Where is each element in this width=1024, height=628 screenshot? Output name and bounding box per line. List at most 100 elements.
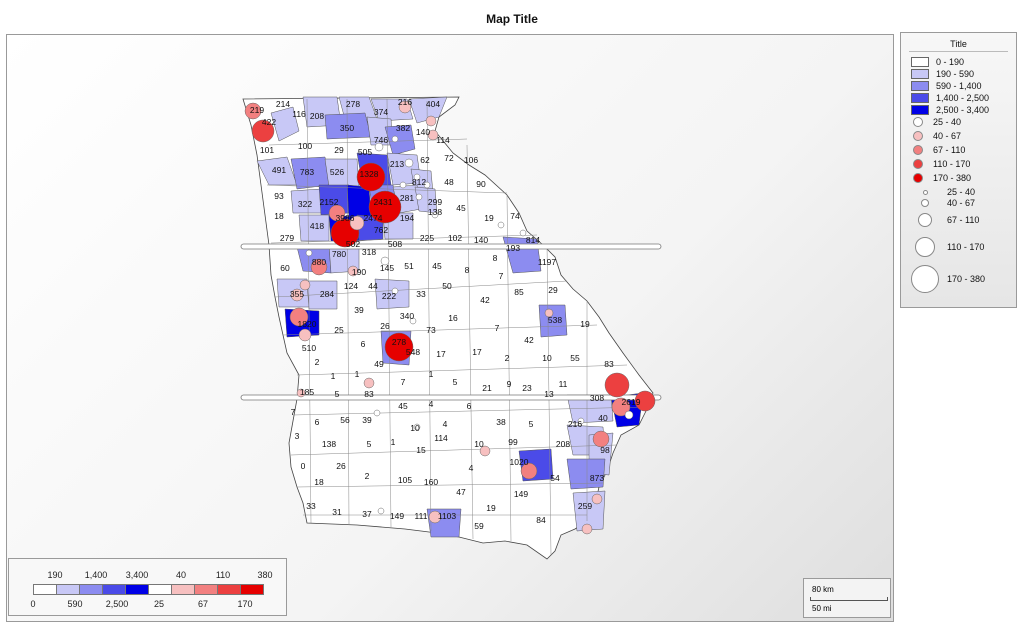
county-value-label: 62 — [420, 155, 430, 165]
county-value-label: 45 — [456, 203, 466, 213]
legend-color-circle-row: 25 - 40 — [913, 117, 961, 127]
legend-fill-row: 1,400 - 2,500 — [911, 93, 989, 103]
county-value-label: 2152 — [320, 197, 339, 207]
county-value-label: 278 — [346, 99, 360, 109]
proportional-circles — [244, 100, 656, 535]
county-value-label: 812 — [412, 177, 426, 187]
county-value-label: 491 — [272, 165, 286, 175]
county-value-label: 54 — [550, 473, 560, 483]
county-value-label: 1 — [429, 369, 434, 379]
legend-size-circle — [918, 213, 932, 227]
county-value-label: 208 — [556, 439, 570, 449]
legend-color-circle-row: 67 - 110 — [913, 145, 965, 155]
county-value-label: 33 — [306, 501, 316, 511]
county-value-label: 19 — [484, 213, 494, 223]
county-value-label: 105 — [398, 475, 412, 485]
county-value-label: 4 — [469, 463, 474, 473]
county-value-label: 149 — [514, 489, 528, 499]
county-value-label: 60 — [280, 263, 290, 273]
county-value-label: 6 — [467, 401, 472, 411]
county-value-label: 322 — [298, 199, 312, 209]
legend-color-circle-label: 67 - 110 — [933, 145, 966, 155]
county-value-label: 1 — [391, 437, 396, 447]
legend-fill-swatch — [911, 93, 929, 103]
county-value-label: 284 — [320, 289, 334, 299]
county-value-label: 508 — [388, 239, 402, 249]
legend-fill-row: 2,500 - 3,400 — [911, 105, 989, 115]
legend-fill-label: 1,400 - 2,500 — [936, 93, 990, 103]
county-value-label: 102 — [448, 233, 462, 243]
county-value-label: 42 — [524, 335, 534, 345]
color-ramp-top-label: 1,400 — [84, 570, 108, 580]
county-value-label: 216 — [398, 97, 412, 107]
legend-panel: Title 0 - 190 190 - 590 590 - 1,400 1,400 -… — [900, 32, 1017, 308]
county-value-label: 23 — [522, 383, 532, 393]
county-value-label: 0 — [301, 461, 306, 471]
legend-size-circle-row: 67 - 110 — [918, 213, 979, 227]
county-value-label: 2619 — [622, 397, 641, 407]
county-value-label: 100 — [298, 141, 312, 151]
county-value-label: 18 — [314, 477, 324, 487]
county-value-label: 281 — [400, 193, 414, 203]
county-value-label: 33 — [416, 289, 426, 299]
scale-bar: 80 km 50 mi — [803, 578, 891, 618]
county-value-label: 3 — [295, 431, 300, 441]
legend-size-circle-label: 40 - 67 — [947, 198, 976, 208]
county-value-label: 814 — [526, 235, 540, 245]
legend-fill-label: 590 - 1,400 — [936, 81, 982, 91]
legend-color-circle-row: 110 - 170 — [913, 159, 970, 169]
county-value-label: 1820 — [298, 319, 317, 329]
legend-fill-row: 190 - 590 — [911, 69, 974, 79]
county-value-label: 13 — [544, 389, 554, 399]
legend-color-circle-row: 170 - 380 — [913, 173, 971, 183]
color-ramp-legend: 190 1,400 3,400 40 110 380 0 590 2,500 25 67 170 — [8, 558, 287, 616]
county-value-label: 194 — [400, 213, 414, 223]
color-ramp-bottom-label: 2,500 — [105, 599, 129, 609]
county-value-label: 1020 — [510, 457, 529, 467]
county-value-label: 25 — [334, 325, 344, 335]
county-value-label: 222 — [382, 291, 396, 301]
county-value-label: 10 — [474, 439, 484, 449]
county-value-label: 7 — [495, 323, 500, 333]
color-ramp-swatch — [79, 584, 103, 595]
county-value-label: 214 — [276, 99, 290, 109]
county-value-label: 124 — [344, 281, 358, 291]
county-value-label: 5 — [453, 377, 458, 387]
map-frame[interactable]: 219 214 116 208 278 374 216 404 422 350 382 140 101 1… — [6, 34, 894, 622]
county-value-label: 160 — [424, 477, 438, 487]
county-value-label: 51 — [404, 261, 414, 271]
legend-color-circle-row: 40 - 67 — [913, 131, 961, 141]
legend-size-circle — [915, 237, 935, 257]
legend-color-circle — [913, 159, 923, 169]
legend-size-circle-label: 67 - 110 — [947, 215, 980, 225]
county-value-label: 185 — [300, 387, 314, 397]
county-value-label: 299 — [428, 197, 442, 207]
county-value-label: 404 — [426, 99, 440, 109]
county-value-label: 1103 — [438, 511, 457, 521]
legend-size-circle-label: 170 - 380 — [947, 274, 986, 284]
color-ramp-top-label: 110 — [215, 570, 231, 580]
county-value-label: 880 — [312, 257, 326, 267]
county-value-label: 2474 — [364, 213, 383, 223]
county-value-label: 2 — [505, 353, 510, 363]
county-value-label: 538 — [548, 315, 562, 325]
county-value-label: 213 — [390, 159, 404, 169]
county-value-label: 783 — [300, 167, 314, 177]
county-value-label: 149 — [390, 511, 404, 521]
county-value-label: 74 — [510, 211, 520, 221]
county-value-label: 73 — [426, 325, 436, 335]
county-value-label: 15 — [416, 445, 426, 455]
county-value-label: 45 — [398, 401, 408, 411]
county-value-label: 44 — [368, 281, 378, 291]
color-ramp-swatch — [56, 584, 80, 595]
county-value-label: 26 — [336, 461, 346, 471]
legend-color-circle-label: 25 - 40 — [933, 117, 962, 127]
county-value-label: 114 — [434, 433, 448, 443]
color-ramp-bottom-label: 0 — [30, 599, 36, 609]
county-value-label: 8 — [465, 265, 470, 275]
county-value-label: 138 — [322, 439, 336, 449]
county-value-label: 18 — [274, 211, 284, 221]
county-value-label: 140 — [474, 235, 488, 245]
color-ramp-swatch — [33, 584, 57, 595]
